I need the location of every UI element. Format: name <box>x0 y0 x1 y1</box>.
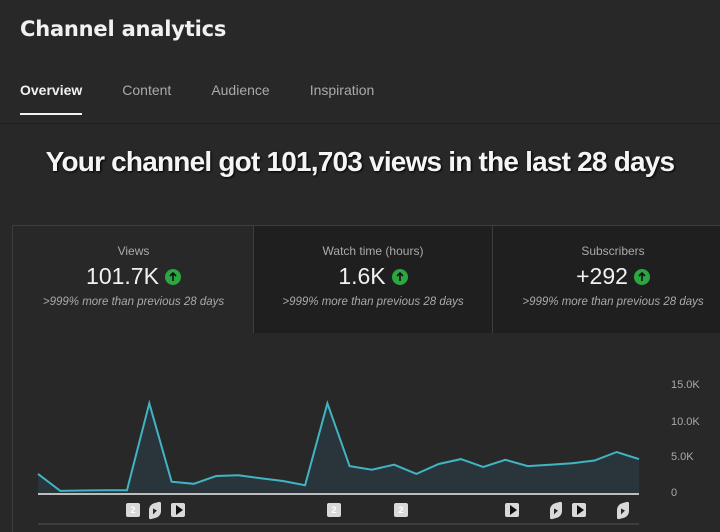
metric-note: >999% more than previous 28 days <box>522 296 704 308</box>
headline-panel <box>32 124 720 226</box>
multiple-uploads-badge[interactable]: 2 <box>126 503 140 517</box>
y-tick: 15.0K <box>671 379 700 391</box>
metric-note: >999% more than previous 28 days <box>42 296 225 308</box>
metric-card-subscribers[interactable]: Subscribers +292 >999% more than previou… <box>492 226 720 334</box>
arrow-up-circle-icon <box>391 268 408 285</box>
metric-cards: Views 101.7K >999% more than previous 28… <box>12 225 720 334</box>
headline: Your channel got 101,703 views in the la… <box>45 146 675 177</box>
y-tick: 5.0K <box>671 451 694 463</box>
metric-value: +292 <box>576 263 628 289</box>
chart-line <box>37 399 640 492</box>
metric-note: >999% more than previous 28 days <box>282 296 464 308</box>
multiple-uploads-badge[interactable]: 2 <box>394 503 408 517</box>
arrow-up-circle-icon <box>164 268 181 285</box>
y-tick: 10.0K <box>671 416 700 428</box>
video-upload-icon[interactable] <box>572 503 586 517</box>
tab-audience[interactable]: Audience <box>211 82 270 98</box>
chart-area-fill <box>38 403 639 493</box>
metric-card-views[interactable]: Views 101.7K >999% more than previous 28… <box>12 226 254 334</box>
line-chart[interactable] <box>13 333 720 532</box>
tab-bar: Overview Content Audience Inspiration <box>20 82 414 115</box>
tab-inspiration[interactable]: Inspiration <box>309 82 375 98</box>
arrow-up-circle-icon <box>633 268 650 285</box>
metric-value: 1.6K <box>338 263 386 289</box>
metric-label: Subscribers <box>581 244 645 258</box>
metric-label: Watch time (hours) <box>322 244 424 258</box>
views-chart[interactable]: 15.0K 10.0K 5.0K 0 2 2 2 <box>12 333 720 532</box>
multiple-uploads-badge[interactable]: 2 <box>327 503 341 517</box>
page-title: Channel analytics <box>20 17 227 41</box>
tabs-divider <box>0 123 720 124</box>
video-upload-icon[interactable] <box>171 503 185 517</box>
video-upload-icon[interactable] <box>505 503 519 517</box>
metric-value: 101.7K <box>86 263 159 289</box>
metric-card-watch-time[interactable]: Watch time (hours) 1.6K >999% more than … <box>253 226 492 334</box>
y-tick: 0 <box>671 487 678 499</box>
tab-content[interactable]: Content <box>122 82 172 98</box>
metric-label: Views <box>117 244 150 258</box>
tab-overview[interactable]: Overview <box>20 82 83 115</box>
